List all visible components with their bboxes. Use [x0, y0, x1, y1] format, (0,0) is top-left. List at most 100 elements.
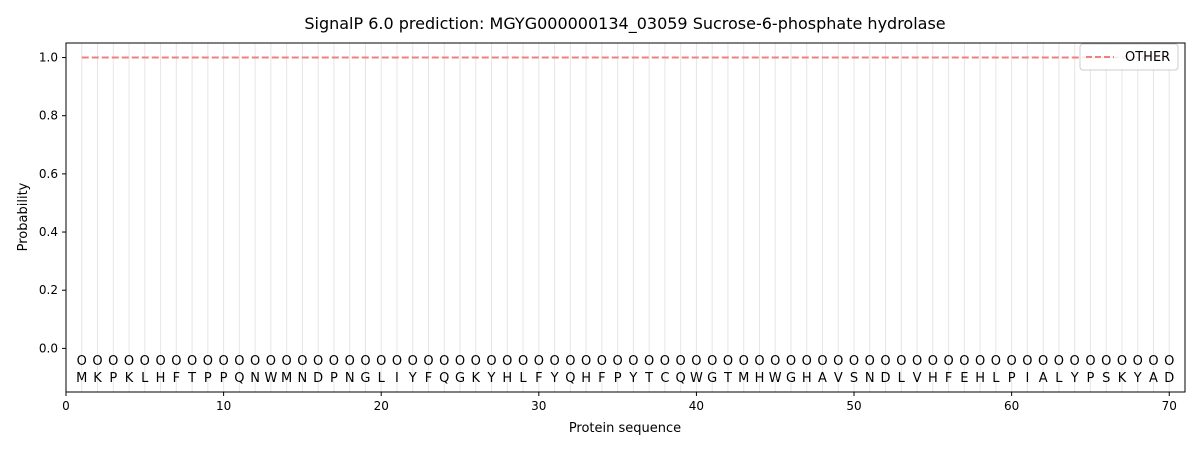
legend-box [1079, 43, 1179, 71]
state-marker: O [975, 354, 985, 369]
residue-label: Q [234, 371, 244, 386]
residue-label: K [93, 371, 102, 386]
residue-label: H [156, 371, 166, 386]
y-tick-label: 0.8 [39, 109, 58, 123]
state-marker: O [171, 354, 181, 369]
state-marker: O [943, 354, 953, 369]
state-marker: O [408, 354, 418, 369]
state-marker: O [108, 354, 118, 369]
residue-label: Y [487, 371, 496, 386]
residue-label: N [298, 371, 308, 386]
state-marker: O [77, 354, 87, 369]
residue-label: L [378, 371, 386, 386]
state-marker: O [817, 354, 827, 369]
state-marker: O [644, 354, 654, 369]
x-tick-label: 60 [1004, 399, 1019, 413]
state-marker: O [660, 354, 670, 369]
x-tick-label: 70 [1162, 399, 1177, 413]
residue-label: L [141, 371, 149, 386]
residue-label: Y [1133, 371, 1142, 386]
residue-label: L [898, 371, 906, 386]
residue-label: W [769, 371, 782, 386]
residue-label: L [992, 371, 1000, 386]
state-marker: O [518, 354, 528, 369]
state-marker: O [739, 354, 749, 369]
state-marker: O [1133, 354, 1143, 369]
x-tick-label: 20 [374, 399, 389, 413]
residue-label: V [913, 371, 922, 386]
state-marker: O [140, 354, 150, 369]
residue-label: P [204, 371, 212, 386]
state-marker: O [1117, 354, 1127, 369]
residue-label: Y [550, 371, 559, 386]
state-marker: O [234, 354, 244, 369]
residue-label: T [644, 371, 653, 386]
state-marker: O [896, 354, 906, 369]
residue-label: G [360, 371, 370, 386]
residue-label: M [738, 371, 749, 386]
state-marker: O [313, 354, 323, 369]
residue-label: S [1102, 371, 1110, 386]
y-tick-label: 1.0 [39, 51, 58, 65]
state-marker: O [991, 354, 1001, 369]
state-marker: O [565, 354, 575, 369]
state-marker: O [1038, 354, 1048, 369]
state-marker: O [628, 354, 638, 369]
state-marker: O [345, 354, 355, 369]
residue-label: G [707, 371, 717, 386]
plot-frame [65, 42, 1186, 393]
chart-title: SignalP 6.0 prediction: MGYG000000134_03… [304, 14, 945, 34]
state-marker: O [329, 354, 339, 369]
residue-label: Y [628, 371, 637, 386]
residue-label: K [1118, 371, 1127, 386]
state-marker: O [1070, 354, 1080, 369]
y-tick-label: 0.4 [39, 225, 58, 239]
state-marker: O [1054, 354, 1064, 369]
state-marker: O [218, 354, 228, 369]
residue-label: N [345, 371, 355, 386]
residue-label: D [313, 371, 323, 386]
residue-label: N [250, 371, 260, 386]
residue-label: W [264, 371, 277, 386]
residue-label: Y [408, 371, 417, 386]
residue-label: L [519, 371, 527, 386]
grid [81, 43, 1170, 392]
residue-label: H [581, 371, 591, 386]
residue-label: K [472, 371, 481, 386]
state-marker: O [203, 354, 213, 369]
residue-label: A [818, 371, 827, 386]
residue-label: F [425, 371, 432, 386]
state-marker: O [392, 354, 402, 369]
state-marker: O [360, 354, 370, 369]
state-marker: O [486, 354, 496, 369]
residue-label: T [187, 371, 196, 386]
residue-label: P [220, 371, 228, 386]
state-marker: O [1007, 354, 1017, 369]
state-marker: O [802, 354, 812, 369]
state-marker: O [92, 354, 102, 369]
residue-label: V [834, 371, 843, 386]
state-marker: O [266, 354, 276, 369]
residue-label: Q [676, 371, 686, 386]
state-marker: O [502, 354, 512, 369]
state-marker: O [471, 354, 481, 369]
state-marker: O [581, 354, 591, 369]
state-marker: O [297, 354, 307, 369]
residue-label: P [614, 371, 622, 386]
state-marker: O [439, 354, 449, 369]
state-marker: O [928, 354, 938, 369]
x-tick-label: 10 [216, 399, 231, 413]
residue-label: Q [565, 371, 575, 386]
residue-label: H [502, 371, 512, 386]
residue-label: H [755, 371, 765, 386]
residue-label: N [865, 371, 875, 386]
state-marker: O [124, 354, 134, 369]
residue-label: K [125, 371, 134, 386]
residue-label: D [1164, 371, 1174, 386]
residue-label: I [395, 371, 399, 386]
y-tick-label: 0.0 [39, 341, 58, 355]
state-marker: O [1148, 354, 1158, 369]
state-marker: O [155, 354, 165, 369]
residue-label: S [850, 371, 858, 386]
